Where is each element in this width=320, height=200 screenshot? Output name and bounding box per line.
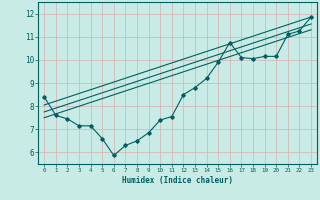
X-axis label: Humidex (Indice chaleur): Humidex (Indice chaleur) bbox=[122, 176, 233, 185]
